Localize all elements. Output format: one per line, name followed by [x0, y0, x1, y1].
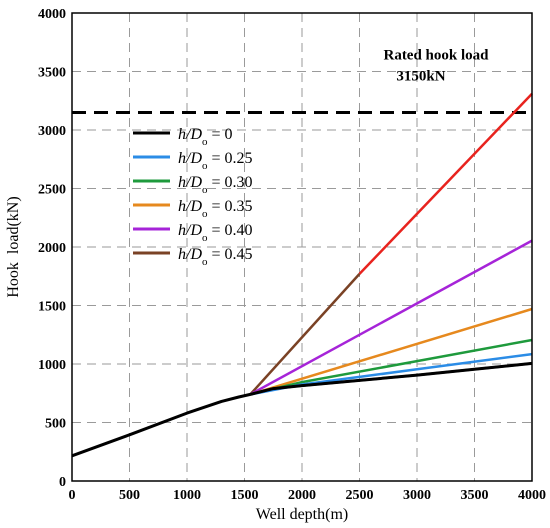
reference-line-value: 3150kN: [396, 68, 445, 84]
y-tick-label: 3500: [38, 66, 66, 81]
reference-line-label: Rated hook load: [383, 47, 489, 63]
legend: h/Do = 0h/Do = 0.25h/Do = 0.30h/Do = 0.3…: [133, 126, 253, 268]
legend-label: h/Do = 0.45: [178, 246, 253, 268]
y-tick-label: 1500: [38, 300, 66, 315]
series-line-base: [249, 361, 533, 396]
x-tick-label: 1500: [231, 488, 259, 503]
x-tick-label: 3500: [461, 488, 489, 503]
y-tick-label: 500: [45, 417, 66, 432]
x-tick-label: 2500: [346, 488, 374, 503]
x-tick-label: 500: [119, 488, 140, 503]
y-tick-label: 2000: [38, 241, 66, 256]
series-line: [249, 307, 533, 396]
x-tick-label: 3000: [403, 488, 431, 503]
tick-labels: 0 500 1000 1500 2000 2500 3000 3500 4000 0 500 1000…: [38, 7, 546, 503]
y-tick-label: 4000: [38, 7, 66, 22]
series-line: [249, 239, 533, 396]
y-tick-label: 1000: [38, 358, 66, 373]
series-line: [358, 92, 533, 275]
y-axis-title: Hook load(kN): [5, 196, 22, 297]
grid: [72, 13, 532, 481]
x-tick-label: 2000: [288, 488, 316, 503]
legend-label: h/Do = 0.35: [178, 198, 253, 220]
legend-label: h/Do = 0.30: [178, 174, 253, 196]
series-lines: [71, 92, 533, 458]
series-line: [249, 273, 361, 396]
x-tick-label: 0: [69, 488, 76, 503]
common-segment-line: [71, 392, 251, 458]
legend-label: h/Do = 0.25: [178, 150, 253, 172]
legend-label: h/Do = 0.40: [178, 222, 253, 244]
plot-frame: [71, 12, 533, 482]
x-tick-label: 4000: [518, 488, 546, 503]
series-line: [250, 352, 533, 396]
x-tick-label: 1000: [173, 488, 201, 503]
legend-label: h/Do = 0: [178, 126, 233, 148]
y-tick-label: 3000: [38, 124, 66, 139]
y-tick-label: 2500: [38, 183, 66, 198]
y-tick-label: 0: [59, 475, 66, 490]
x-axis-title: Well depth(m): [256, 506, 348, 523]
